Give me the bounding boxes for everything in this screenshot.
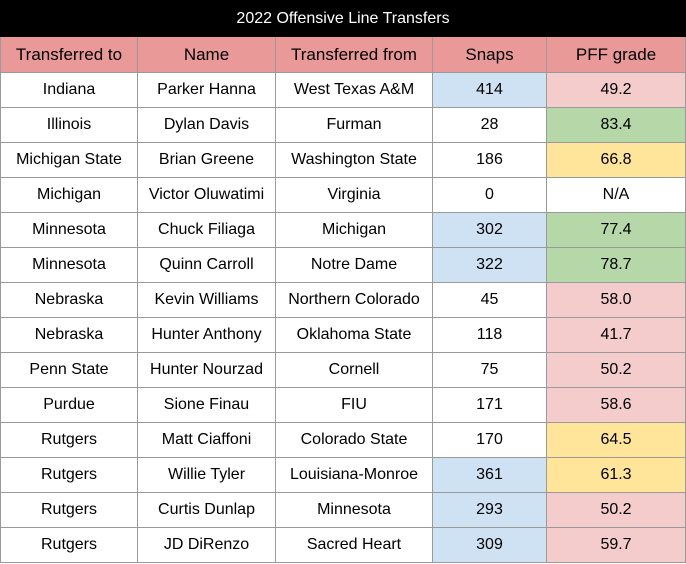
table-cell: 49.2	[545, 72, 686, 108]
table-cell: Willie Tyler	[137, 457, 276, 493]
table-cell: Minnesota	[0, 247, 138, 283]
table-row: Purdue Sione Finau FIU 171 58.6	[0, 387, 686, 423]
table-cell: 45	[432, 282, 547, 318]
table-cell: Rutgers	[0, 527, 138, 563]
table-row: Nebraska Kevin Williams Northern Colorado 4…	[0, 282, 686, 318]
table-cell: Michigan	[0, 177, 138, 213]
table-cell: Cornell	[275, 352, 433, 388]
table-cell: FIU	[275, 387, 433, 423]
table-cell: Matt Ciaffoni	[137, 422, 276, 458]
table-cell: 75	[432, 352, 547, 388]
table-cell: 302	[432, 212, 547, 248]
table-cell: Penn State	[0, 352, 138, 388]
table-cell: Rutgers	[0, 422, 138, 458]
table-cell: Victor Oluwatimi	[137, 177, 276, 213]
table-cell: 61.3	[545, 457, 686, 493]
header-row: Transferred to Name Transferred from Snaps P…	[0, 36, 686, 73]
table-cell: Chuck Filiaga	[137, 212, 276, 248]
table-cell: Furman	[275, 107, 433, 143]
table-cell: Nebraska	[0, 317, 138, 353]
table-cell: 50.2	[545, 352, 686, 388]
table-cell: Illinois	[0, 107, 138, 143]
table-cell: Quinn Carroll	[137, 247, 276, 283]
table-cell: Rutgers	[0, 457, 138, 493]
table-cell: 66.8	[545, 142, 686, 178]
table-row: Rutgers JD DiRenzo Sacred Heart 309 59.7	[0, 527, 686, 563]
table-cell: 361	[432, 457, 547, 493]
table-cell: Oklahoma State	[275, 317, 433, 353]
table-row: Minnesota Quinn Carroll Notre Dame 322 78.7	[0, 247, 686, 283]
table-cell: JD DiRenzo	[137, 527, 276, 563]
table-cell: 28	[432, 107, 547, 143]
table-cell: Michigan State	[0, 142, 138, 178]
table-row: Rutgers Willie Tyler Louisiana-Monroe 361 61…	[0, 457, 686, 493]
table-cell: 58.6	[545, 387, 686, 423]
table-cell: Purdue	[0, 387, 138, 423]
table-cell: 322	[432, 247, 547, 283]
column-header: Transferred to	[0, 36, 138, 73]
table-cell: Louisiana-Monroe	[275, 457, 433, 493]
column-header: PFF grade	[545, 36, 686, 73]
table-cell: Rutgers	[0, 492, 138, 528]
table-cell: Indiana	[0, 72, 138, 108]
table-cell: 58.0	[545, 282, 686, 318]
table-cell: Minnesota	[0, 212, 138, 248]
table-cell: Michigan	[275, 212, 433, 248]
table-cell: 78.7	[545, 247, 686, 283]
table-row: Indiana Parker Hanna West Texas A&M 414 49.2	[0, 72, 686, 108]
table-row: Minnesota Chuck Filiaga Michigan 302 77.4	[0, 212, 686, 248]
table-cell: 293	[432, 492, 547, 528]
table-row: Rutgers Curtis Dunlap Minnesota 293 50.2	[0, 492, 686, 528]
table-cell: Northern Colorado	[275, 282, 433, 318]
table-row: Michigan Victor Oluwatimi Virginia 0 N/A	[0, 177, 686, 213]
table-cell: Parker Hanna	[137, 72, 276, 108]
table-cell: Hunter Anthony	[137, 317, 276, 353]
table-row: Rutgers Matt Ciaffoni Colorado State 170 64.…	[0, 422, 686, 458]
table-cell: Minnesota	[275, 492, 433, 528]
table-cell: 50.2	[545, 492, 686, 528]
table-cell: 83.4	[545, 107, 686, 143]
table-cell: 77.4	[545, 212, 686, 248]
table-cell: West Texas A&M	[275, 72, 433, 108]
table-cell: 170	[432, 422, 547, 458]
table-cell: Kevin Williams	[137, 282, 276, 318]
table-body: Indiana Parker Hanna West Texas A&M 414 49.2…	[0, 72, 686, 563]
table-cell: 414	[432, 72, 547, 108]
table-cell: N/A	[545, 177, 686, 213]
table-cell: 186	[432, 142, 547, 178]
column-header: Transferred from	[275, 36, 433, 73]
table-cell: 171	[432, 387, 547, 423]
table-cell: Colorado State	[275, 422, 433, 458]
table-cell: Hunter Nourzad	[137, 352, 276, 388]
table-cell: Curtis Dunlap	[137, 492, 276, 528]
table-cell: Virginia	[275, 177, 433, 213]
table-cell: Sacred Heart	[275, 527, 433, 563]
table-cell: Washington State	[275, 142, 433, 178]
table-cell: Nebraska	[0, 282, 138, 318]
column-header: Name	[137, 36, 276, 73]
table-cell: Sione Finau	[137, 387, 276, 423]
table-cell: 309	[432, 527, 547, 563]
table-cell: 41.7	[545, 317, 686, 353]
table-cell: 0	[432, 177, 547, 213]
table-row: Penn State Hunter Nourzad Cornell 75 50.2	[0, 352, 686, 388]
table-cell: 118	[432, 317, 547, 353]
table-cell: 64.5	[545, 422, 686, 458]
table-cell: Notre Dame	[275, 247, 433, 283]
table-cell: Brian Greene	[137, 142, 276, 178]
table-row: Illinois Dylan Davis Furman 28 83.4	[0, 107, 686, 143]
table-row: Nebraska Hunter Anthony Oklahoma State 118 4…	[0, 317, 686, 353]
table-title: 2022 Offensive Line Transfers	[0, 0, 686, 37]
table-cell: 59.7	[545, 527, 686, 563]
column-header: Snaps	[432, 36, 547, 73]
table-cell: Dylan Davis	[137, 107, 276, 143]
table-row: Michigan State Brian Greene Washington Sta…	[0, 142, 686, 178]
